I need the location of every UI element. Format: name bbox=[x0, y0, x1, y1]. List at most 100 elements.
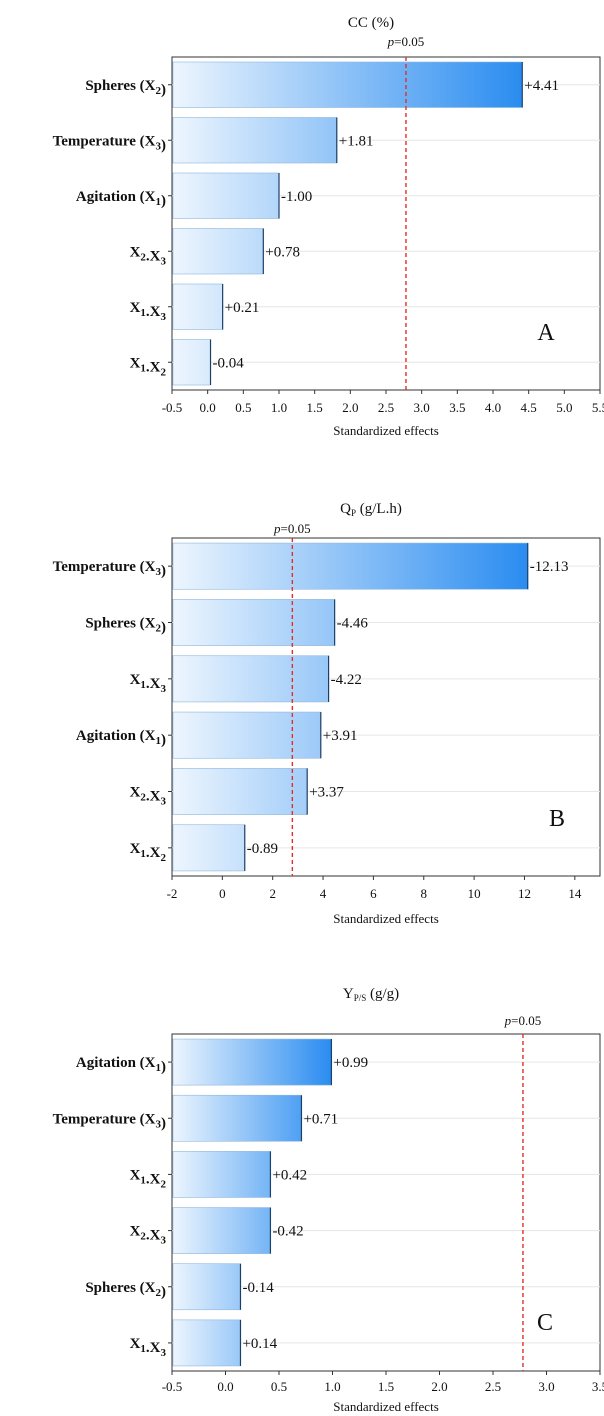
chart-panel-b: QP (g/L.h) -12.13 Temperature (X3) -4.46 Sph… bbox=[53, 501, 601, 926]
bar bbox=[172, 542, 529, 590]
bar bbox=[172, 61, 523, 108]
x-tick-label: 10 bbox=[468, 886, 481, 901]
bar bbox=[172, 1038, 332, 1086]
x-tick-label: 3.0 bbox=[538, 1379, 554, 1394]
x-axis-label: Standardized effects bbox=[333, 1399, 439, 1414]
panel-label: B bbox=[549, 806, 565, 832]
x-axis-label: Standardized effects bbox=[333, 911, 439, 926]
bar-value-label: +4.41 bbox=[524, 78, 559, 94]
bar bbox=[172, 1263, 241, 1311]
category-label: X2.X3 bbox=[130, 785, 167, 808]
bar-value-label: -4.46 bbox=[337, 616, 369, 632]
x-tick-label: 2.5 bbox=[378, 400, 394, 415]
category-label: X1.X3 bbox=[130, 672, 167, 695]
bar-value-label: -4.22 bbox=[331, 672, 362, 688]
bar bbox=[172, 1207, 271, 1254]
x-tick-label: 3.5 bbox=[592, 1379, 604, 1394]
bar-value-label: -1.00 bbox=[281, 189, 312, 205]
x-tick-label: 0 bbox=[219, 886, 226, 901]
bar bbox=[172, 599, 335, 646]
plot-frame bbox=[171, 537, 601, 877]
bar bbox=[172, 339, 211, 386]
x-tick-label: 0.5 bbox=[271, 1379, 287, 1394]
category-label: Spheres (X2) bbox=[85, 616, 166, 636]
x-tick-label: 5.5 bbox=[592, 400, 604, 415]
bar bbox=[172, 172, 280, 219]
threshold-label: p=0.05 bbox=[387, 34, 425, 49]
category-label: Spheres (X2) bbox=[85, 1280, 166, 1300]
category-label: Temperature (X3) bbox=[53, 133, 166, 153]
bar-value-label: -12.13 bbox=[530, 559, 569, 575]
category-label: X1.X3 bbox=[130, 300, 167, 323]
bar bbox=[172, 283, 223, 330]
threshold-label: p=0.05 bbox=[273, 521, 311, 536]
bar-value-label: +0.78 bbox=[265, 244, 300, 260]
x-tick-label: 0.0 bbox=[217, 1379, 233, 1394]
category-label: X2.X3 bbox=[130, 244, 167, 267]
category-label: X1.X2 bbox=[130, 355, 167, 378]
x-tick-label: 2.0 bbox=[342, 400, 358, 415]
bar bbox=[172, 1094, 302, 1142]
category-label: Agitation (X1) bbox=[76, 728, 166, 748]
threshold-label: p=0.05 bbox=[504, 1013, 542, 1028]
category-label: X1.X2 bbox=[130, 841, 167, 864]
bar bbox=[172, 768, 308, 815]
chart-panel-a: CC (%) +4.41 Spheres (X2) +1.81 Temperature … bbox=[53, 15, 604, 438]
bar bbox=[172, 1319, 241, 1367]
category-label: X2.X3 bbox=[130, 1224, 167, 1247]
bar-value-label: -0.89 bbox=[247, 841, 278, 857]
bar-value-label: +3.91 bbox=[323, 728, 358, 744]
x-tick-label: -0.5 bbox=[162, 1379, 183, 1394]
bar-value-label: +0.71 bbox=[303, 1111, 338, 1127]
bar-value-label: +0.42 bbox=[272, 1167, 307, 1183]
category-label: X1.X2 bbox=[130, 1167, 167, 1190]
bar-value-label: +1.81 bbox=[339, 133, 374, 149]
x-tick-label: 0.5 bbox=[235, 400, 251, 415]
category-label: Temperature (X3) bbox=[53, 1111, 166, 1131]
chart-panel-c: YP/S (g/g) +0.99 Agitation (X1) +0.71 Temper… bbox=[53, 986, 604, 1414]
bar bbox=[172, 117, 338, 164]
x-tick-label: 12 bbox=[518, 886, 531, 901]
x-tick-label: 1.5 bbox=[307, 400, 323, 415]
bar-value-label: -0.42 bbox=[272, 1224, 303, 1240]
bar-value-label: +3.37 bbox=[309, 785, 344, 801]
category-label: Agitation (X1) bbox=[76, 189, 166, 209]
category-label: Temperature (X3) bbox=[53, 559, 166, 579]
x-tick-label: 8 bbox=[421, 886, 428, 901]
x-tick-label: 1.5 bbox=[378, 1379, 394, 1394]
category-label: Spheres (X2) bbox=[85, 78, 166, 98]
x-tick-label: 2.5 bbox=[485, 1379, 501, 1394]
chart-title: CC (%) bbox=[348, 15, 394, 31]
bar-value-label: +0.14 bbox=[242, 1336, 277, 1352]
bar-value-label: +0.99 bbox=[333, 1055, 368, 1071]
bar bbox=[172, 824, 246, 872]
x-tick-label: 3.0 bbox=[414, 400, 430, 415]
bar-value-label: -0.14 bbox=[242, 1280, 274, 1296]
x-tick-label: 14 bbox=[568, 886, 582, 901]
x-tick-label: 4 bbox=[320, 886, 327, 901]
x-tick-label: 5.0 bbox=[556, 400, 572, 415]
panel-label: C bbox=[537, 1310, 553, 1336]
bar-value-label: +0.21 bbox=[225, 300, 260, 316]
x-tick-label: 4.5 bbox=[521, 400, 537, 415]
x-tick-label: 1.0 bbox=[271, 400, 287, 415]
x-axis-label: Standardized effects bbox=[333, 423, 439, 438]
x-tick-label: -0.5 bbox=[162, 400, 183, 415]
x-tick-label: 4.0 bbox=[485, 400, 501, 415]
bar bbox=[172, 1151, 271, 1198]
bar bbox=[172, 655, 329, 703]
panel-label: A bbox=[537, 320, 555, 346]
x-tick-label: 3.5 bbox=[449, 400, 465, 415]
x-tick-label: -2 bbox=[167, 886, 178, 901]
x-tick-label: 1.0 bbox=[324, 1379, 340, 1394]
x-tick-label: 0.0 bbox=[200, 400, 216, 415]
category-label: Agitation (X1) bbox=[76, 1055, 166, 1075]
x-tick-label: 2 bbox=[269, 886, 276, 901]
chart-title: YP/S (g/g) bbox=[343, 986, 399, 1003]
chart-title: QP (g/L.h) bbox=[340, 501, 402, 518]
category-label: X1.X3 bbox=[130, 1336, 167, 1359]
bar bbox=[172, 711, 322, 759]
bar bbox=[172, 228, 264, 275]
x-tick-label: 2.0 bbox=[431, 1379, 447, 1394]
